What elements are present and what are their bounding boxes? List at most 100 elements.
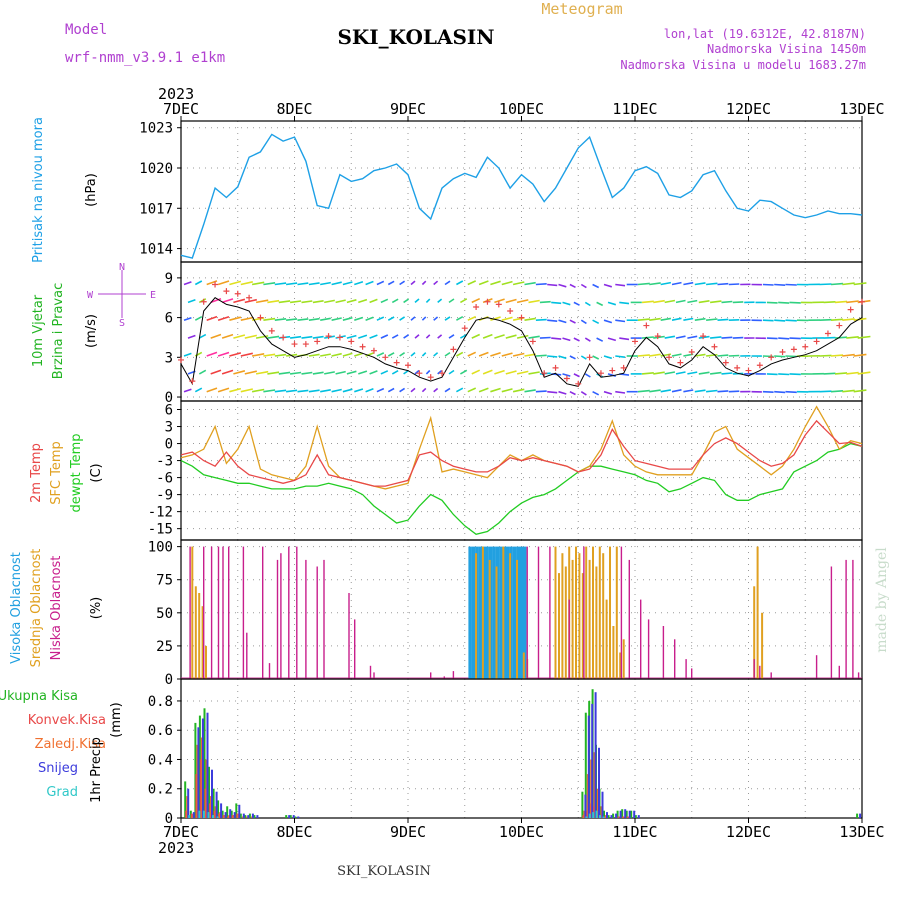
wind-gust-marker <box>484 298 491 305</box>
cloud-low-bar <box>852 559 854 679</box>
precip-hail-bar <box>198 810 201 818</box>
wind-barb <box>331 352 342 357</box>
wind-barb <box>217 351 230 357</box>
precip-hail-bar <box>592 812 595 818</box>
cloud-high-axis-label: Visoka Oblacnost <box>9 552 24 664</box>
wind-barb <box>183 316 192 321</box>
wind-barb <box>789 301 801 304</box>
wind-barb <box>853 282 867 286</box>
cloud-mid-bar <box>516 559 518 679</box>
wind-barb <box>399 387 406 393</box>
wind-barb <box>331 281 342 286</box>
wind-barb <box>410 280 416 286</box>
cloud-mid-bar <box>575 546 577 679</box>
precip-snow-bar <box>229 809 232 818</box>
wind-barb <box>410 351 416 357</box>
compass-n-label: N <box>119 262 125 273</box>
wind-gust-marker <box>768 354 775 361</box>
wind-barb <box>206 351 218 357</box>
cloud-low-bar <box>662 626 665 679</box>
precip-snow-bar <box>591 703 594 818</box>
wind-barb <box>229 280 242 286</box>
wind-barb <box>710 300 722 304</box>
wind-barb <box>505 334 517 339</box>
wind-barb <box>380 370 389 375</box>
y-tick-label: -15 <box>148 522 173 538</box>
wind-gust-marker <box>314 338 321 345</box>
wind-barb <box>694 389 706 393</box>
cloud-mid-bar <box>481 546 484 679</box>
wind-barb <box>846 371 859 375</box>
wind-barb <box>706 318 718 321</box>
wind-barb <box>637 318 650 321</box>
wind-barb <box>834 372 848 375</box>
cloud-high-bar <box>478 546 483 679</box>
wind-barb <box>653 299 665 304</box>
cloud-mid-bar <box>598 546 601 679</box>
wind-barb <box>819 390 832 393</box>
wind-barb <box>251 388 265 393</box>
cloud-mid-bar <box>615 546 618 679</box>
precip-total-bar <box>294 816 297 818</box>
wind-barb <box>569 283 576 289</box>
wind-barb <box>830 354 844 357</box>
precip-snow-bar <box>584 794 587 818</box>
wind-barb <box>819 354 832 357</box>
wind-barb <box>320 389 331 393</box>
wind-barb <box>649 317 661 321</box>
wind-barb <box>267 299 280 304</box>
cloud-low-bar <box>845 559 847 679</box>
y-tick-label: 0.2 <box>148 782 173 798</box>
date-axis-top: 7DEC 8DEC 9DEC 10DEC 11DEC 12DEC 13DEC <box>163 100 885 121</box>
wind-barb <box>573 337 580 342</box>
wind-barb <box>221 298 234 304</box>
wind-barb <box>324 335 335 339</box>
precip-total-bar <box>221 810 224 818</box>
cloud-low-bar <box>305 559 307 679</box>
precip-total-bar <box>603 810 605 818</box>
date-label-top: 10DEC <box>499 100 544 118</box>
wind-barb <box>354 352 364 357</box>
wind-barb <box>346 370 357 375</box>
wind-barb <box>187 334 196 339</box>
wind-barb <box>539 336 551 339</box>
wind-barb <box>524 281 536 286</box>
precip-total-bar <box>184 781 187 818</box>
wind-barb <box>221 369 234 375</box>
precip-snow-bar <box>215 791 218 818</box>
wind-barb <box>603 355 613 360</box>
wind-barb <box>569 319 576 324</box>
cloud-low-bar <box>770 672 772 679</box>
wind-barb <box>778 301 790 304</box>
wind-barb <box>660 389 672 393</box>
wind-barb <box>444 351 451 357</box>
precip-total-bar <box>625 810 628 818</box>
wind-gust-marker <box>597 370 604 377</box>
wind-gust-marker <box>200 298 207 305</box>
cloud-low-bar <box>246 632 248 679</box>
cloud-low-bar <box>276 559 279 679</box>
wind-barb <box>278 300 291 304</box>
precip-snow-bar <box>606 812 608 818</box>
cloud-mid-bar <box>619 652 622 679</box>
y-tick-label: 1020 <box>139 161 173 177</box>
precip-legend-conv: Konvek.Kisa <box>28 713 106 728</box>
wind-barb <box>778 337 790 340</box>
wind-barb <box>592 355 600 360</box>
precip-snow-bar <box>247 815 250 818</box>
wind-barb <box>320 353 331 357</box>
y-tick-label: 50 <box>156 606 173 622</box>
wind-gust-marker <box>586 354 593 361</box>
wind-barb <box>853 317 867 321</box>
wind-barb <box>842 353 855 357</box>
precip-total-bar <box>612 813 615 818</box>
wind-barb <box>603 390 613 395</box>
cloud-mid-bar <box>522 652 525 679</box>
wind-gust-marker <box>529 338 536 345</box>
date-label-top: 9DEC <box>390 100 426 118</box>
wind-barb <box>774 390 786 394</box>
wind-barb <box>717 282 729 286</box>
precip-total-bar <box>581 791 584 818</box>
y-tick-label: 9 <box>165 271 173 287</box>
wind-barb <box>376 352 385 357</box>
